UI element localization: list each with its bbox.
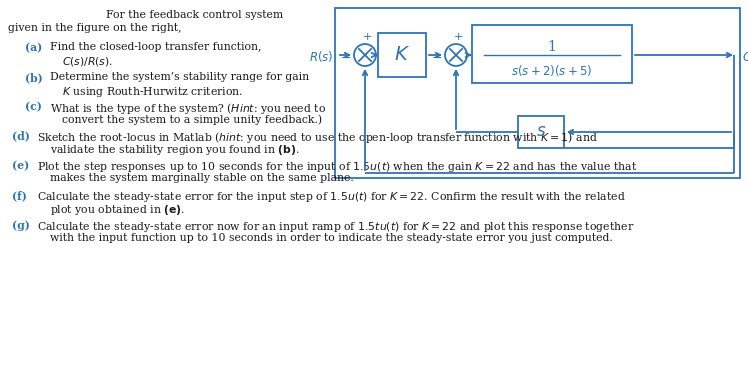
Text: $K$: $K$ — [394, 46, 410, 64]
Text: validate the stability region you found in $\bf{(b)}$.: validate the stability region you found … — [50, 143, 300, 157]
Text: (a): (a) — [25, 42, 42, 53]
Text: For the feedback control system: For the feedback control system — [106, 10, 283, 20]
Text: makes the system marginally stable on the same plane.: makes the system marginally stable on th… — [50, 173, 354, 183]
Text: (f): (f) — [12, 190, 27, 201]
Text: (b): (b) — [25, 72, 43, 83]
Text: Calculate the steady-state error now for an input ramp of $1.5tu(t)$ for $K = 22: Calculate the steady-state error now for… — [37, 220, 634, 234]
Text: +: + — [453, 32, 463, 42]
Text: (c): (c) — [25, 101, 42, 112]
Text: $s$: $s$ — [536, 124, 546, 141]
Text: Determine the system’s stability range for gain: Determine the system’s stability range f… — [50, 72, 309, 82]
Text: (e): (e) — [12, 160, 29, 171]
Text: plot you obtained in $\bf{(e)}$.: plot you obtained in $\bf{(e)}$. — [50, 203, 186, 217]
Bar — [335, 8, 740, 178]
Circle shape — [354, 44, 376, 66]
Text: $C(s)/R(s)$.: $C(s)/R(s)$. — [62, 55, 113, 68]
Text: $C(s)$: $C(s)$ — [742, 48, 748, 63]
Text: Sketch the root-locus in Matlab ($\mathit{hint}$: you need to use the open-loop : Sketch the root-locus in Matlab ($\mathi… — [37, 130, 598, 145]
Text: (g): (g) — [12, 220, 30, 231]
Bar — [472, 25, 632, 83]
Circle shape — [445, 44, 467, 66]
Text: 1: 1 — [548, 40, 557, 54]
Text: convert the system to a simple unity feedback.): convert the system to a simple unity fee… — [62, 114, 322, 124]
Text: +: + — [362, 32, 372, 42]
Text: −: − — [340, 51, 351, 65]
Text: $R(s)$: $R(s)$ — [308, 48, 333, 63]
Text: Find the closed-loop transfer function,: Find the closed-loop transfer function, — [50, 42, 262, 52]
Text: Calculate the steady-state error for the input step of $1.5u(t)$ for $K = 22$. C: Calculate the steady-state error for the… — [37, 190, 625, 204]
Bar — [378, 33, 426, 77]
Text: −: − — [432, 51, 442, 65]
Text: with the input function up to 10 seconds in order to indicate the steady-state e: with the input function up to 10 seconds… — [50, 233, 613, 243]
Text: given in the figure on the right,: given in the figure on the right, — [8, 23, 182, 33]
Text: What is the type of the system? ($\mathit{Hint}$: you need to: What is the type of the system? ($\mathi… — [50, 101, 326, 116]
Text: (d): (d) — [12, 130, 30, 141]
Bar — [518, 116, 564, 148]
Text: Plot the step responses up to 10 seconds for the input of $1.5u(t)$ when the gai: Plot the step responses up to 10 seconds… — [37, 160, 637, 174]
Text: $K$ using Routh-Hurwitz criterion.: $K$ using Routh-Hurwitz criterion. — [62, 85, 243, 99]
Text: $s(s+2)(s+5)$: $s(s+2)(s+5)$ — [511, 63, 592, 78]
